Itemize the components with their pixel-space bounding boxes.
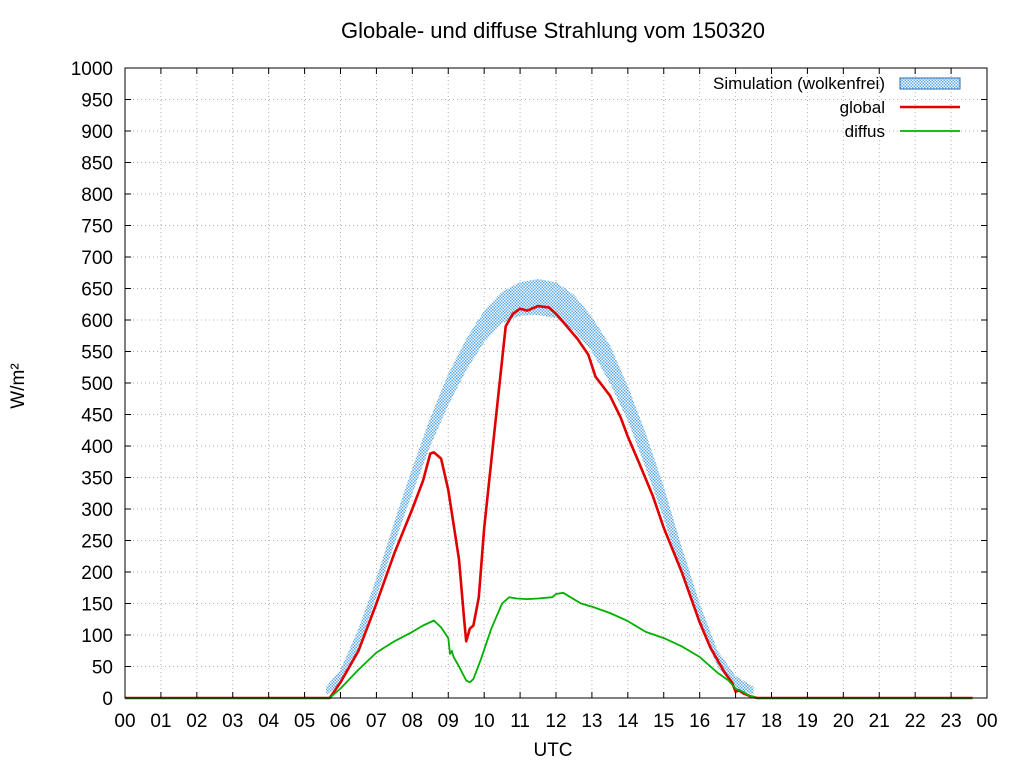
series-line-global bbox=[125, 304, 973, 700]
x-tick-label: 02 bbox=[186, 711, 207, 732]
y-tick-labels: 0 50 100 150 200 250 300 350 400 450 500 550 600 650 7… bbox=[71, 59, 113, 710]
y-tick-label: 700 bbox=[81, 248, 113, 269]
x-tick-label: 00 bbox=[976, 711, 997, 732]
x-tick-label: 18 bbox=[761, 711, 782, 732]
y-tick-label: 600 bbox=[81, 311, 113, 332]
legend-swatch-simulation bbox=[899, 77, 961, 90]
legend-label-global: global bbox=[840, 98, 885, 117]
y-tick-label: 850 bbox=[81, 154, 113, 175]
legend-label-simulation: Simulation (wolkenfrei) bbox=[713, 74, 885, 93]
x-tick-label: 23 bbox=[941, 711, 962, 732]
y-tick-label: 950 bbox=[81, 91, 113, 112]
y-tick-label: 450 bbox=[81, 406, 113, 427]
x-tick-label: 00 bbox=[114, 711, 135, 732]
series-simulation-band bbox=[326, 279, 754, 695]
x-tick-label: 03 bbox=[222, 711, 243, 732]
x-tick-label: 16 bbox=[689, 711, 710, 732]
series-line-diffus bbox=[125, 591, 973, 699]
y-tick-label: 150 bbox=[81, 595, 113, 616]
y-tick-label: 100 bbox=[81, 626, 113, 647]
y-tick-label: 400 bbox=[81, 437, 113, 458]
series-line-layer bbox=[125, 304, 973, 700]
x-tick-label: 06 bbox=[330, 711, 351, 732]
y-tick-label: 0 bbox=[102, 689, 113, 710]
y-tick-label: 200 bbox=[81, 563, 113, 584]
y-tick-label: 250 bbox=[81, 532, 113, 553]
x-tick-labels: 00 01 02 03 04 05 06 07 08 09 10 11 12 13 14 15 16 17 18 19… bbox=[114, 711, 997, 732]
x-tick-label: 17 bbox=[725, 711, 746, 732]
simulation-band-layer bbox=[326, 279, 754, 695]
y-tick-label: 650 bbox=[81, 280, 113, 301]
x-tick-label: 07 bbox=[366, 711, 387, 732]
x-tick-label: 20 bbox=[833, 711, 854, 732]
axis-ticks bbox=[124, 67, 988, 699]
y-tick-label: 900 bbox=[81, 122, 113, 143]
x-tick-label: 01 bbox=[150, 711, 171, 732]
grid-lines bbox=[125, 68, 987, 698]
x-tick-label: 21 bbox=[869, 711, 890, 732]
y-tick-label: 1000 bbox=[71, 59, 113, 80]
x-tick-label: 19 bbox=[797, 711, 818, 732]
y-tick-label: 350 bbox=[81, 469, 113, 490]
x-axis-label: UTC bbox=[533, 740, 572, 761]
y-tick-label: 50 bbox=[92, 658, 113, 679]
x-tick-label: 11 bbox=[510, 711, 530, 732]
x-tick-label: 10 bbox=[474, 711, 495, 732]
legend-label-diffus: diffus bbox=[845, 122, 885, 141]
y-tick-label: 800 bbox=[81, 185, 113, 206]
x-tick-label: 13 bbox=[581, 711, 602, 732]
legend: Simulation (wolkenfrei) global diffus bbox=[713, 74, 961, 141]
x-tick-label: 09 bbox=[438, 711, 459, 732]
y-tick-label: 500 bbox=[81, 374, 113, 395]
y-tick-label: 750 bbox=[81, 217, 113, 238]
y-axis-label: W/m² bbox=[8, 363, 29, 408]
x-tick-label: 22 bbox=[905, 711, 926, 732]
y-tick-label: 300 bbox=[81, 500, 113, 521]
x-tick-label: 04 bbox=[258, 711, 280, 732]
x-tick-label: 08 bbox=[402, 711, 423, 732]
x-tick-label: 12 bbox=[545, 711, 566, 732]
y-tick-label: 550 bbox=[81, 343, 113, 364]
x-tick-label: 15 bbox=[653, 711, 674, 732]
x-tick-label: 14 bbox=[617, 711, 639, 732]
chart-title: Globale- und diffuse Strahlung vom 15032… bbox=[341, 18, 765, 43]
x-tick-label: 05 bbox=[294, 711, 315, 732]
